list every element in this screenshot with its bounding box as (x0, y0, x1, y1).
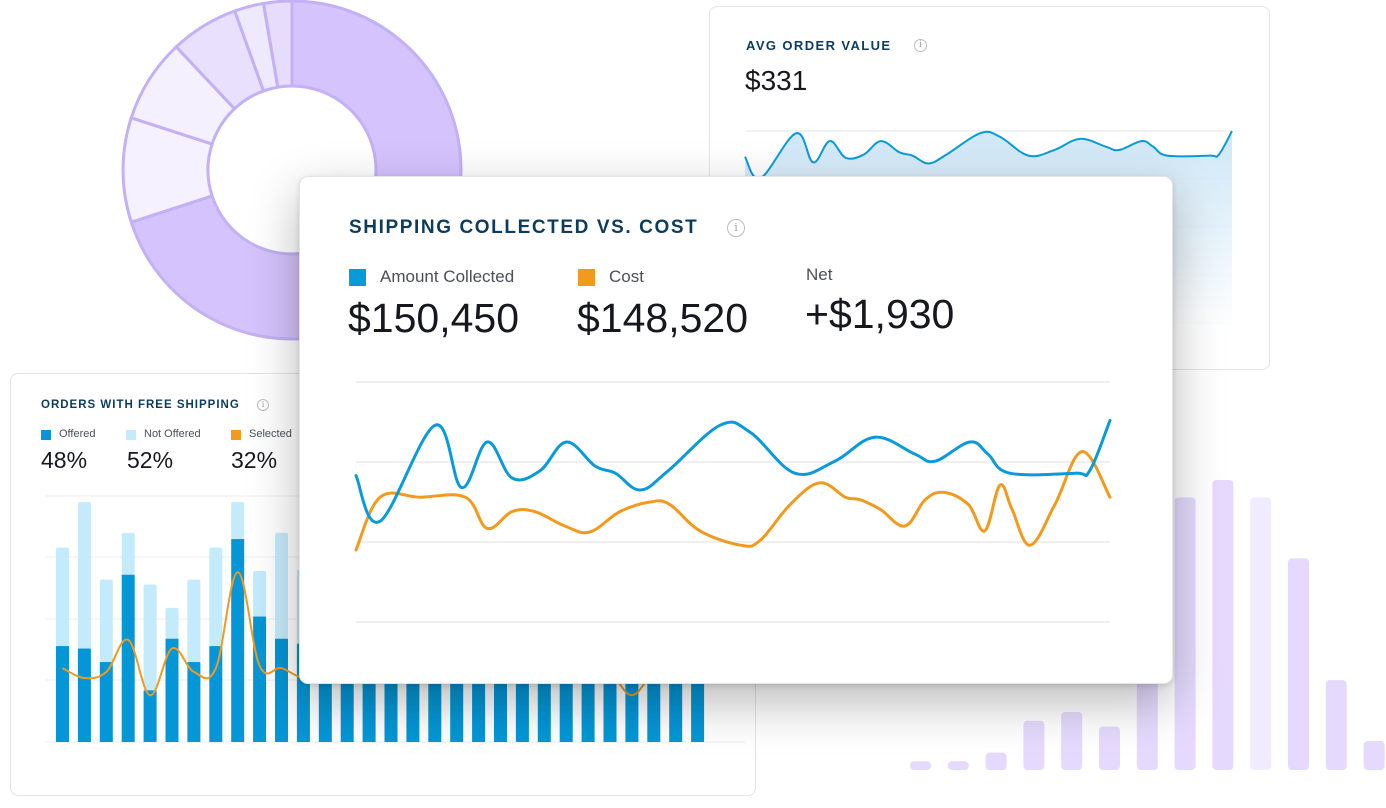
bar-not-offered (275, 532, 288, 639)
bar-not-offered (165, 607, 179, 639)
bar-not-offered (99, 579, 113, 663)
bar-offered (121, 574, 135, 742)
legend-swatch-not-offered (126, 430, 136, 440)
purple-bar (1250, 497, 1272, 770)
cost-line (354, 450, 1112, 552)
bar-offered (209, 646, 223, 742)
orders-free-shipping-title: ORDERS WITH FREE SHIPPING (41, 399, 240, 411)
bar-not-offered (187, 579, 201, 663)
not-offered-percent: 52% (127, 447, 174, 473)
purple-bar (1325, 680, 1347, 770)
avg-order-value: $331 (745, 65, 808, 96)
shipping-collected-vs-cost-title: SHIPPING COLLECTED VS. COST (349, 217, 699, 238)
bar-offered (143, 690, 157, 742)
purple-bar (985, 752, 1007, 770)
amount-collected-label: Amount Collected (380, 267, 515, 286)
purple-bar (947, 761, 969, 770)
bar-offered (231, 539, 245, 742)
legend-swatch-selected (231, 430, 241, 440)
purple-bar (1061, 712, 1083, 770)
net-value: +$1,930 (805, 291, 955, 337)
legend-label-selected: Selected (249, 428, 292, 440)
amount-collected-value: $150,450 (348, 295, 520, 341)
cost-label: Cost (609, 267, 644, 286)
legend-swatch-cost (578, 269, 595, 286)
bar-offered (253, 616, 267, 742)
avg-order-value-line (744, 130, 1233, 180)
bar-offered (165, 638, 179, 742)
selected-percent: 32% (231, 447, 278, 473)
purple-bar (1174, 497, 1196, 770)
bar-offered (99, 662, 113, 742)
purple-bar (910, 761, 931, 770)
avg-order-value-title: AVG ORDER VALUE (746, 38, 892, 53)
purple-bar (1212, 480, 1234, 770)
bar-not-offered (121, 532, 135, 575)
net-label: Net (806, 265, 833, 284)
bar-offered (275, 638, 288, 742)
purple-bar (1023, 720, 1045, 770)
bar-not-offered (209, 547, 223, 647)
bar-offered (77, 648, 91, 742)
legend-swatch-amount-collected (349, 269, 366, 286)
bar-not-offered (143, 584, 157, 691)
info-icon[interactable]: i (257, 399, 269, 411)
legend-label-not-offered: Not Offered (144, 428, 201, 440)
info-icon[interactable]: i (727, 219, 745, 237)
legend-swatch-offered (41, 430, 51, 440)
bar-not-offered (253, 571, 267, 617)
donut-slice (261, 0, 294, 89)
bar-not-offered (231, 502, 245, 540)
purple-bar (1363, 741, 1385, 770)
bar-not-offered (56, 547, 69, 647)
cost-value: $148,520 (577, 295, 749, 341)
legend-label-offered: Offered (59, 428, 96, 440)
offered-percent: 48% (41, 447, 88, 473)
bar-not-offered (77, 502, 91, 649)
purple-bar (1099, 726, 1120, 770)
info-icon[interactable]: i (914, 39, 927, 52)
purple-bar (1288, 558, 1309, 770)
amount-collected-line (354, 418, 1112, 524)
bar-offered (187, 662, 201, 742)
